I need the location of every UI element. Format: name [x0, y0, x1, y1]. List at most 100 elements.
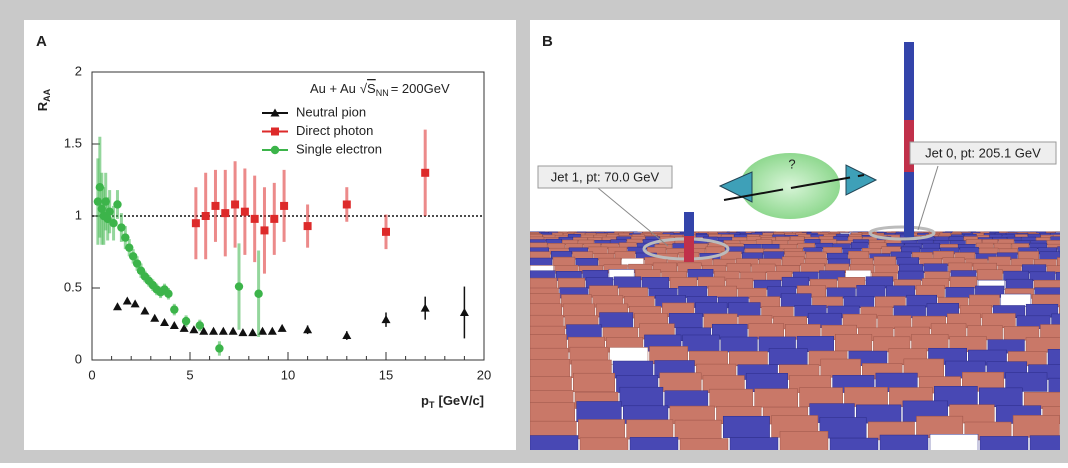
jet-tower: [904, 120, 914, 172]
panel-label: A: [36, 33, 47, 50]
tower: [578, 419, 625, 440]
callout-box: [909, 141, 1057, 165]
tower: [873, 256, 897, 266]
tower: [1057, 246, 1060, 254]
sqrt-sign: √: [360, 81, 368, 96]
tower: [530, 402, 576, 423]
y-label-sub: AA: [42, 88, 52, 101]
energy-symbol: S: [367, 81, 376, 96]
point: [181, 316, 191, 326]
energy-subscript: NN: [376, 88, 389, 98]
cone: [845, 164, 878, 196]
tower: [1056, 257, 1060, 266]
y-tick-label: 1: [75, 207, 82, 222]
point: [234, 282, 244, 291]
tower: [790, 236, 805, 241]
x-label-main: p: [421, 393, 429, 408]
tower: [576, 401, 622, 423]
tower: [530, 359, 571, 378]
tower: [978, 387, 1023, 408]
tower: [780, 293, 812, 307]
tower: [707, 285, 737, 298]
point: [215, 344, 224, 353]
panel-label: B: [542, 33, 553, 50]
legend-marker: [271, 127, 279, 136]
tower: [775, 236, 790, 242]
point: [421, 168, 430, 177]
tower: [557, 277, 586, 289]
tower: [949, 276, 978, 289]
point: [125, 243, 134, 252]
point: [128, 252, 138, 261]
y-tick-label: 1.5: [64, 135, 82, 150]
tower: [768, 348, 808, 365]
legend-label: Direct photon: [296, 123, 373, 138]
point: [169, 320, 179, 329]
point: [191, 219, 200, 228]
point: [105, 207, 114, 216]
cone: [718, 171, 753, 203]
question-mark: ?: [788, 156, 795, 171]
jet-ring: [868, 225, 936, 241]
point: [218, 326, 228, 335]
x-label-unit: [GeV/c]: [438, 393, 484, 408]
point: [93, 197, 103, 206]
tower: [949, 336, 987, 353]
tower: [929, 434, 979, 450]
tower: [720, 336, 758, 353]
point: [150, 313, 160, 322]
tower: [552, 256, 576, 266]
tower: [979, 247, 999, 255]
tower: [729, 437, 779, 450]
point: [95, 183, 105, 192]
tower: [572, 372, 615, 392]
tower: [722, 415, 770, 438]
point: [195, 321, 204, 330]
point: [228, 326, 238, 335]
point: [164, 289, 173, 298]
tower: [879, 434, 929, 450]
jet-tower: [684, 236, 694, 262]
y-label-main: R: [35, 101, 50, 111]
point: [170, 305, 179, 314]
point: [254, 289, 263, 298]
legend-label: Neutral pion: [296, 104, 366, 119]
tower: [1051, 313, 1060, 329]
tower: [856, 285, 886, 298]
jet-label: Jet 0, pt: 205.1 GeV: [925, 145, 1041, 160]
point: [240, 207, 249, 216]
x-tick-label: 20: [477, 367, 491, 382]
legend-label: Single electron: [296, 141, 382, 156]
tower: [779, 431, 829, 450]
tower: [689, 350, 728, 366]
callout-line: [917, 165, 939, 231]
tower: [979, 436, 1029, 450]
tower: [728, 351, 768, 367]
point: [140, 306, 150, 315]
x-label-sub: T: [429, 400, 435, 410]
medium-blob: [740, 153, 840, 219]
tower: [877, 315, 912, 329]
y-tick-label: 2: [75, 63, 82, 78]
point: [209, 326, 219, 335]
point: [258, 326, 268, 335]
energy-value: = 200GeV: [391, 81, 450, 96]
legend-marker: [270, 145, 280, 155]
point: [101, 197, 110, 206]
x-axis-label: pT [GeV/c]: [421, 393, 484, 410]
system: Au + Au: [310, 81, 356, 96]
tower: [623, 296, 655, 308]
point: [113, 200, 122, 209]
tower: [599, 312, 634, 328]
callout-box: [537, 165, 673, 189]
x-tick-label: 0: [88, 367, 95, 382]
point: [97, 204, 107, 213]
tower: [829, 437, 879, 450]
point: [238, 328, 248, 337]
point: [342, 331, 352, 340]
point: [199, 326, 209, 335]
point: [231, 200, 240, 209]
tower: [1055, 271, 1060, 282]
point: [420, 303, 430, 312]
